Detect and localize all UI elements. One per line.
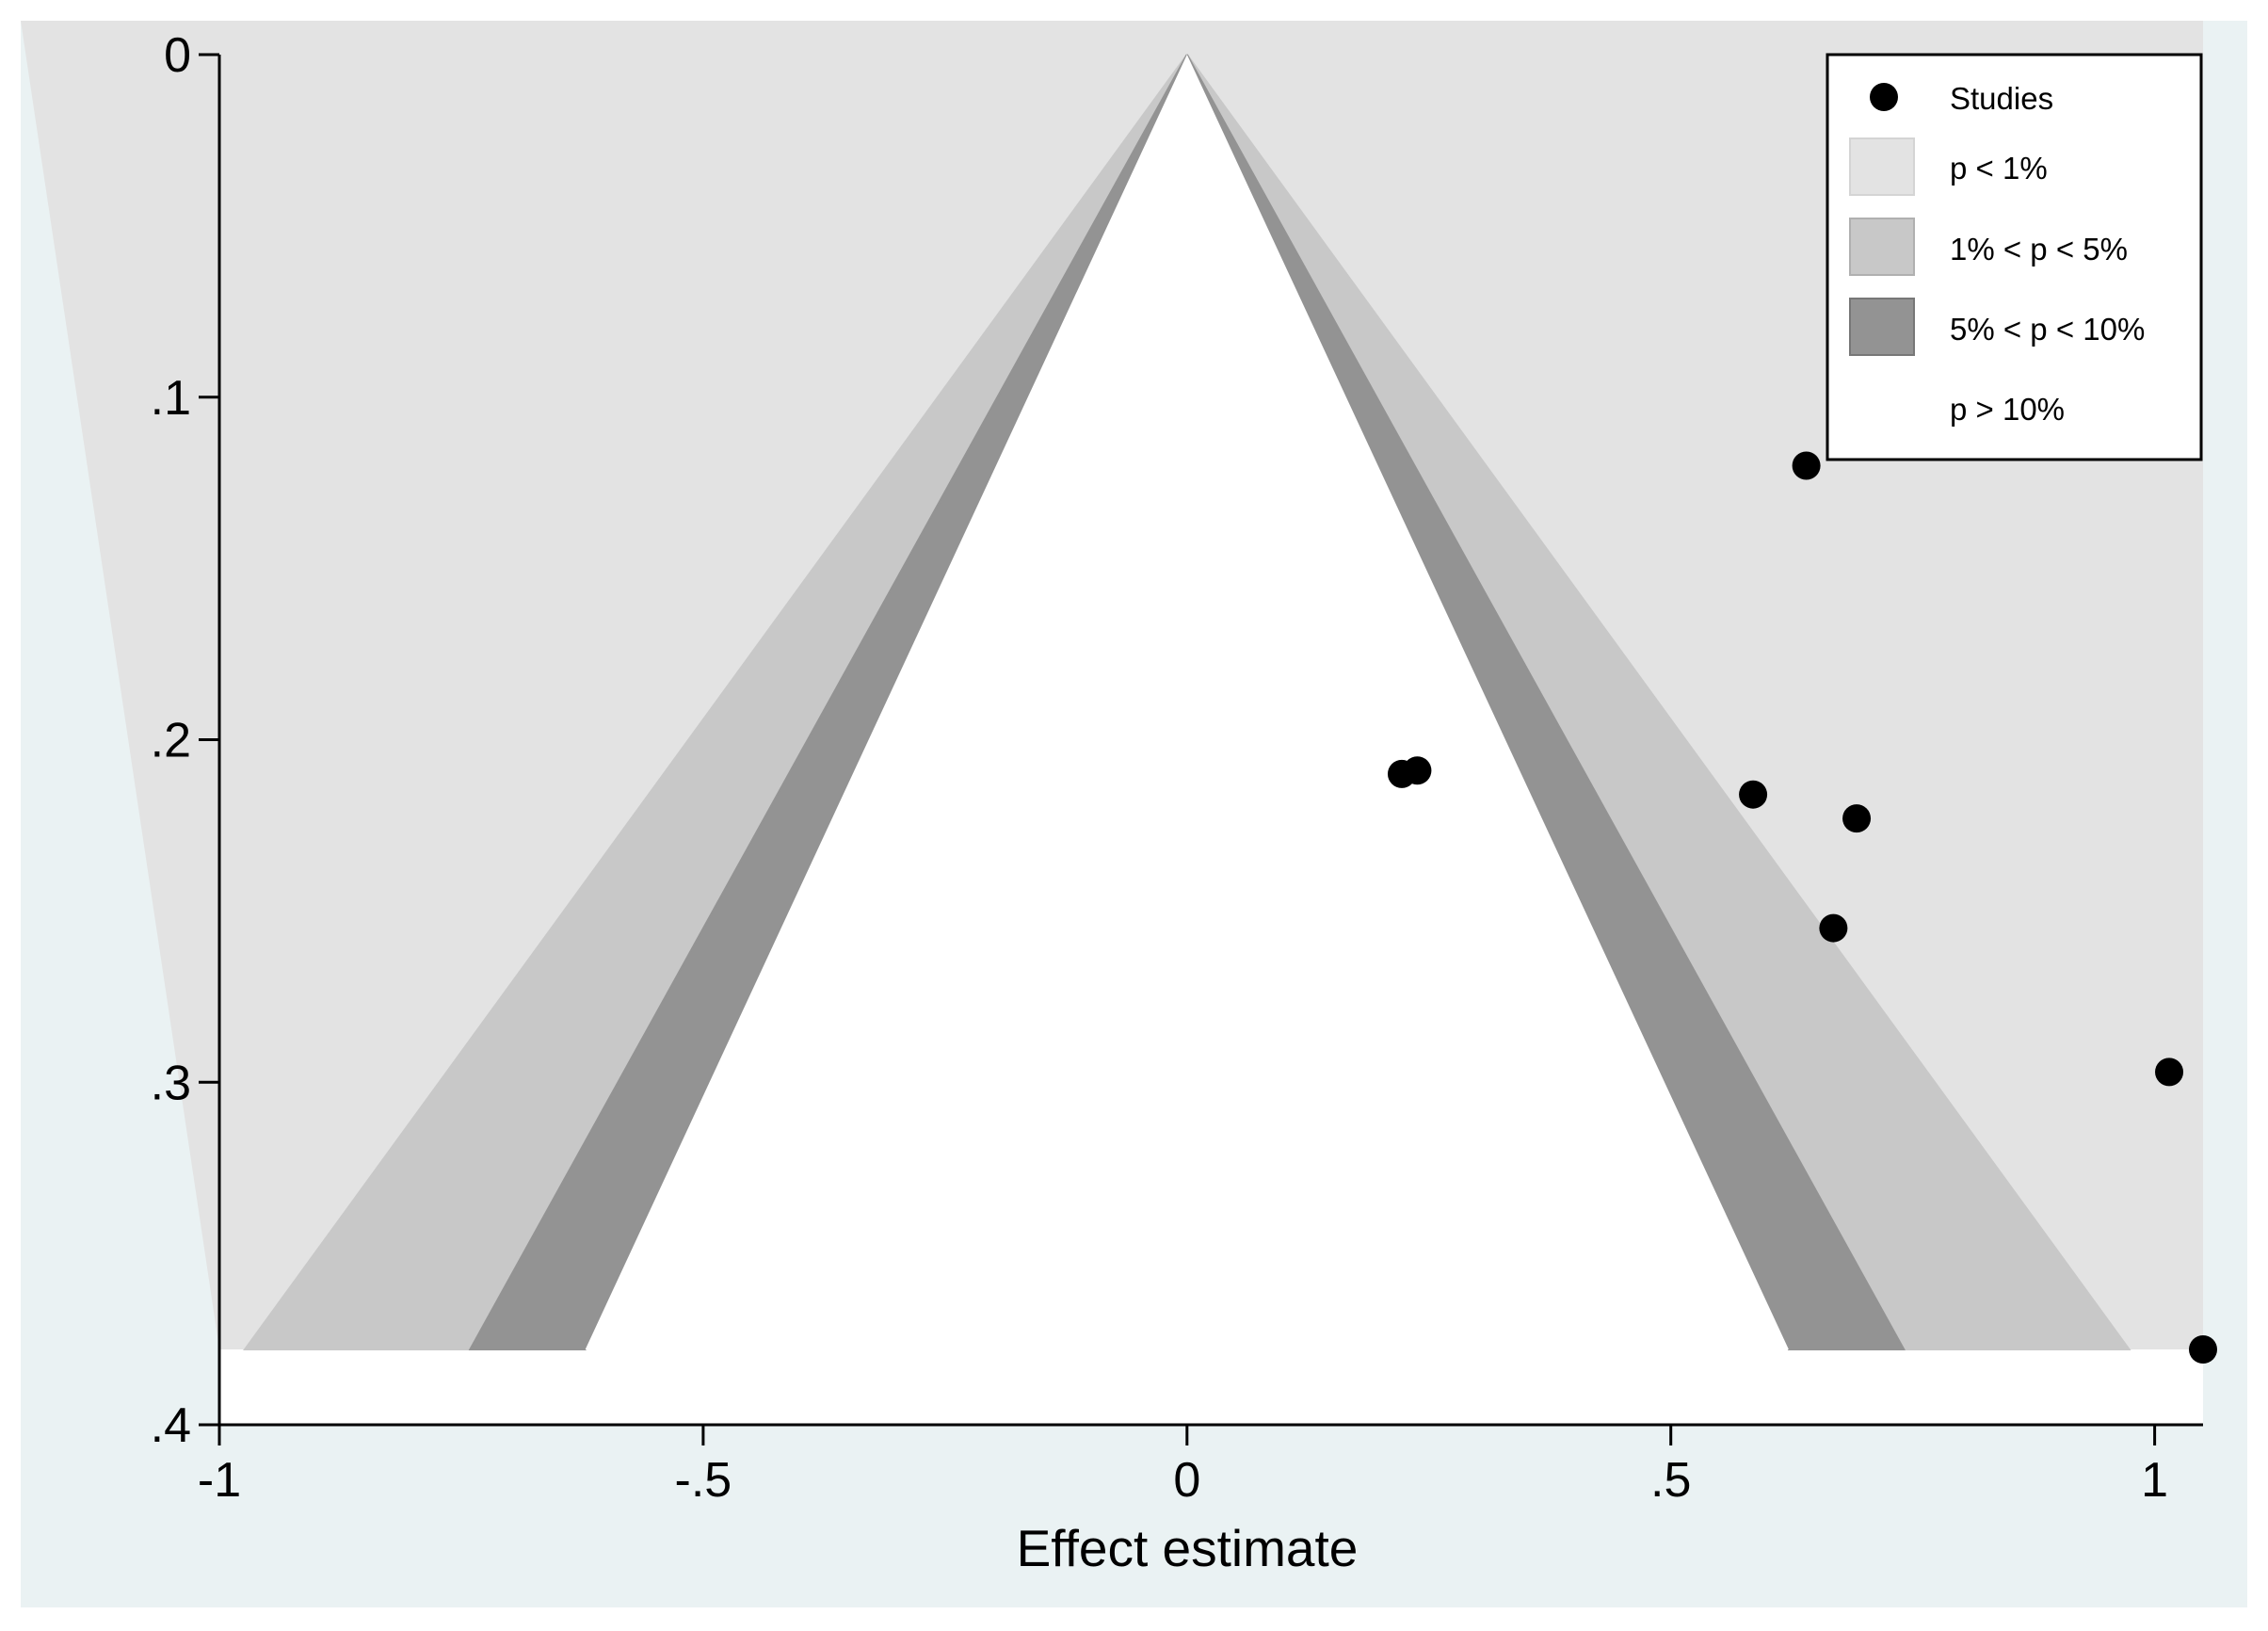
y-tick-label: .3: [151, 1056, 191, 1110]
y-tick-label: .4: [151, 1398, 191, 1453]
study-point: [1792, 451, 1821, 480]
y-tick-label: .2: [151, 714, 191, 768]
legend-studies-marker: [1870, 83, 1898, 111]
legend-swatch-p-5-10: [1849, 298, 1915, 356]
axes: 0 .1 .2 .3 .4-1 -.5 0 .5 1: [151, 28, 2203, 1508]
legend-swatch-p-gt-10: [1850, 379, 1914, 435]
study-point: [2155, 1058, 2184, 1087]
study-point: [1842, 804, 1872, 833]
significance-regions: [21, 21, 2203, 1350]
legend: Studies p < 1% 1% < p < 5% 5% < p < 10% …: [1826, 53, 2203, 461]
y-tick-label: 0: [164, 28, 191, 83]
legend-label-studies: Studies: [1950, 81, 2053, 116]
x-tick-label: -1: [198, 1453, 241, 1508]
legend-label-p-lt-1: p < 1%: [1950, 151, 2048, 186]
study-point: [1403, 756, 1432, 785]
legend-swatch-p-1-5: [1849, 218, 1915, 276]
study-points: [1387, 451, 2217, 1364]
region-p-gt-10: [585, 55, 1789, 1349]
x-tick-label: 1: [2141, 1453, 2168, 1508]
study-point: [1739, 780, 1768, 809]
x-tick-label: .5: [1650, 1453, 1691, 1508]
x-axis-title: Effect estimate: [1017, 1519, 1359, 1577]
x-tick-label: 0: [1173, 1453, 1200, 1508]
legend-label-p-1-5: 1% < p < 5%: [1950, 232, 2128, 266]
y-tick-label: .1: [151, 371, 191, 426]
legend-label-p-gt-10: p > 10%: [1950, 392, 2065, 427]
legend-swatch-p-lt-1: [1849, 137, 1915, 196]
legend-label-p-5-10: 5% < p < 10%: [1950, 312, 2145, 347]
x-tick-label: -.5: [675, 1453, 732, 1508]
study-point: [1819, 913, 1848, 943]
study-point: [2189, 1334, 2217, 1364]
